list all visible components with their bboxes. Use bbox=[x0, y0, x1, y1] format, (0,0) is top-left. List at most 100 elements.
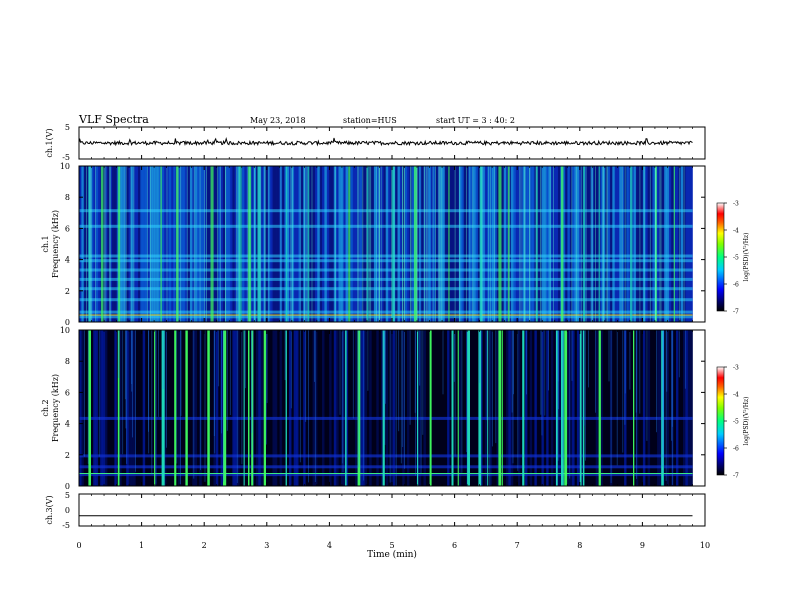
spectrogram-background-column bbox=[494, 330, 498, 486]
spectrogram-background-column bbox=[640, 330, 644, 486]
spectrogram-faint-event bbox=[339, 330, 341, 415]
spectrogram-faint-event bbox=[180, 166, 182, 322]
spectrogram-sferic-event bbox=[451, 330, 454, 486]
spectrogram-background-column bbox=[515, 166, 519, 322]
spectrogram-background-column bbox=[442, 166, 446, 322]
spectrogram-background-column bbox=[107, 166, 111, 322]
spectrogram-faint-event bbox=[389, 330, 391, 483]
spectrogram-background-column bbox=[444, 330, 448, 486]
spectrogram-background-column bbox=[402, 166, 406, 322]
spectrogram-background-column bbox=[215, 330, 219, 486]
spectrogram-faint-event bbox=[146, 166, 148, 322]
spectrogram-sferic-event bbox=[467, 330, 470, 486]
spectrogram-background-column bbox=[657, 166, 660, 322]
spectrogram-faint-event bbox=[423, 166, 425, 322]
spectrogram-faint-event bbox=[512, 330, 514, 464]
spectrogram-background-column bbox=[218, 330, 221, 486]
spectrogram-background-column bbox=[442, 330, 446, 486]
spectrogram-sferic-event bbox=[501, 330, 503, 486]
spectrogram-sferic-event bbox=[498, 166, 502, 322]
spectrogram-sferic-event bbox=[367, 166, 369, 322]
spectrogram-ytick-label: 8 bbox=[65, 357, 70, 366]
figure-title: VLF Spectra bbox=[78, 113, 149, 126]
spectrogram-background-column bbox=[541, 330, 545, 486]
spectrogram-background-column bbox=[421, 166, 424, 322]
spectrogram-background-column bbox=[373, 330, 377, 486]
spectrogram-background-column bbox=[362, 166, 365, 322]
ch1-ytick-top: 5 bbox=[65, 123, 70, 132]
spectrogram-faint-event bbox=[219, 166, 221, 322]
spectrogram-background-column bbox=[175, 330, 179, 486]
spectrogram-faint-event bbox=[420, 330, 422, 474]
spectrogram-faint-event bbox=[636, 330, 637, 479]
spectrogram-faint-event bbox=[89, 166, 91, 322]
spectrogram-background-column bbox=[390, 166, 394, 322]
spectrogram-background-column bbox=[197, 166, 200, 322]
colorbar-tick-label: -5 bbox=[733, 419, 739, 426]
spectrogram-faint-event bbox=[258, 166, 260, 322]
spectrogram-background-column bbox=[572, 330, 575, 486]
spectrogram-faint-event bbox=[595, 330, 596, 413]
spectrogram-background-column bbox=[680, 166, 684, 322]
spectrogram-background-column bbox=[574, 330, 578, 486]
colorbar-tick-label: -3 bbox=[733, 201, 739, 208]
spectrogram-background-column bbox=[553, 166, 557, 322]
spectrogram-faint-event bbox=[486, 330, 488, 421]
colorbar-tick-label: -6 bbox=[733, 282, 739, 289]
spectrogram-background-column bbox=[491, 166, 495, 322]
spectrogram-ytick-label: 4 bbox=[65, 420, 70, 429]
spectrogram-background-column bbox=[286, 166, 290, 322]
spectrogram-faint-event bbox=[357, 166, 359, 322]
spectrogram-frequency-band bbox=[79, 277, 693, 281]
spectrogram-background-column bbox=[411, 330, 415, 486]
spectrogram-background-column bbox=[199, 330, 203, 486]
spectrogram-background-column bbox=[388, 330, 391, 486]
spectrogram-background-column bbox=[595, 330, 599, 486]
spectrogram-faint-event bbox=[557, 330, 559, 461]
spectrogram-background-column bbox=[539, 166, 542, 322]
x-axis-tick-label: 0 bbox=[76, 541, 81, 550]
spectrogram-sferic-event bbox=[348, 166, 351, 322]
spectrogram-faint-event bbox=[155, 330, 157, 484]
spectrogram-faint-event bbox=[400, 330, 402, 464]
spectrogram-faint-event bbox=[517, 330, 519, 471]
x-axis-tick-label: 7 bbox=[515, 541, 520, 550]
spectrogram-background-column bbox=[657, 330, 660, 486]
spectrogram-faint-event bbox=[659, 166, 661, 322]
spectrogram-faint-event bbox=[569, 330, 571, 479]
spectrogram-background-column bbox=[496, 330, 500, 486]
spectrogram-background-column bbox=[300, 330, 304, 486]
spectrogram-background-column bbox=[645, 330, 649, 486]
spectrogram-faint-event bbox=[291, 166, 293, 322]
spectrogram-background-column bbox=[159, 330, 162, 486]
spectrogram-background-column bbox=[416, 166, 420, 322]
spectrogram-background-column bbox=[449, 330, 453, 486]
spectrogram-background-column bbox=[444, 166, 448, 322]
spectrogram-faint-event bbox=[158, 330, 159, 417]
spectrogram-background-column bbox=[482, 166, 486, 322]
spectrogram-background-column bbox=[182, 166, 186, 322]
spectrogram-background-column bbox=[138, 330, 141, 486]
spectrogram-faint-event bbox=[403, 166, 405, 322]
spectrogram-faint-event bbox=[492, 330, 493, 447]
spectrogram-background-column bbox=[506, 330, 509, 486]
spectrogram-background-column bbox=[253, 166, 257, 322]
spectrogram-background-column bbox=[355, 330, 358, 486]
spectrogram-background-column bbox=[614, 166, 618, 322]
spectrogram-faint-event bbox=[616, 330, 618, 466]
spectrogram-background-column bbox=[621, 166, 625, 322]
spectrogram-frequency-band bbox=[79, 416, 693, 420]
spectrogram-frequency-band bbox=[79, 454, 693, 458]
spectrogram-no-data-region bbox=[692, 330, 705, 486]
spectrogram-background-column bbox=[83, 166, 87, 322]
spectrogram-frequency-band bbox=[79, 259, 693, 263]
spectrogram-background-column bbox=[567, 166, 571, 322]
spectrogram-background-column bbox=[135, 330, 139, 486]
spectrogram-background-column bbox=[88, 166, 92, 322]
spectrogram-background-column bbox=[277, 166, 280, 322]
spectrogram-faint-event bbox=[513, 330, 514, 395]
spectrogram-background-column bbox=[241, 330, 245, 486]
colorbar-tick-label: -4 bbox=[733, 228, 739, 235]
spectrogram-background-column bbox=[296, 330, 299, 486]
